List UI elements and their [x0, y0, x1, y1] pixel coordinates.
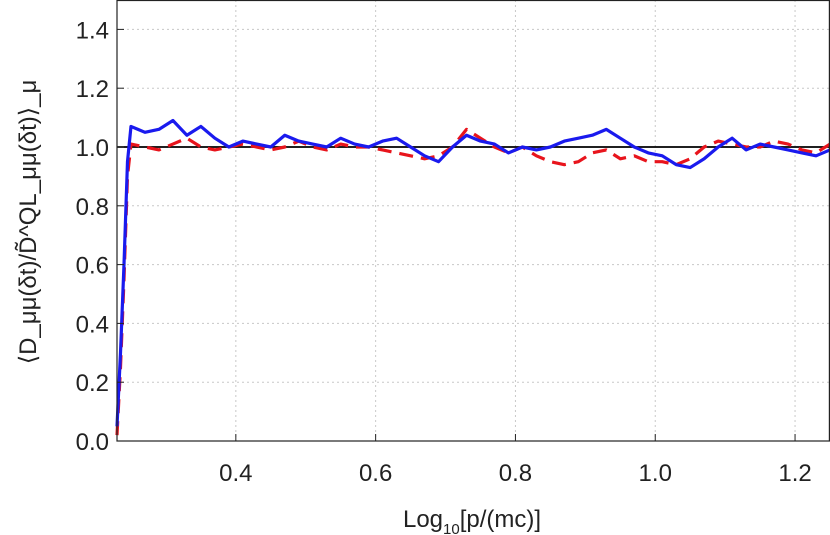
x-axis: 0.4 0.6 0.8 1.0 1.2	[219, 434, 812, 487]
x-axis-title-subscript: 10	[443, 521, 460, 535]
x-tick-label: 1.0	[639, 460, 672, 487]
y-axis-title: ⟨D_μμ(δt)/D̃^QL_μμ(δt)⟩_μ	[15, 80, 42, 365]
x-tick-label: 0.4	[219, 460, 252, 487]
y-tick-label: 1.4	[76, 17, 109, 44]
x-axis-title-main: Log	[403, 506, 443, 533]
x-tick-label: 1.2	[778, 460, 811, 487]
x-tick-label: 0.8	[499, 460, 532, 487]
plot-frame	[116, 0, 830, 442]
series-layer	[115, 118, 830, 436]
grid	[117, 0, 830, 442]
y-tick-label: 0.8	[76, 194, 109, 221]
y-tick-label: 0.4	[76, 311, 109, 338]
x-axis-title-rest: [p/(mc)]	[460, 506, 541, 533]
y-axis: 0.0 0.2 0.4 0.6 0.8 1.0 1.2 1.4	[76, 17, 124, 456]
y-tick-label: 1.0	[76, 135, 109, 162]
series-line-2-solid	[115, 118, 830, 427]
y-tick-label: 0.0	[76, 429, 109, 456]
y-tick-label: 1.2	[76, 76, 109, 103]
x-axis-title: Log10[p/(mc)]	[403, 506, 541, 535]
series-line-1-dashed	[115, 127, 830, 436]
y-tick-label: 0.2	[76, 370, 109, 397]
x-tick-label: 0.6	[359, 460, 392, 487]
y-tick-label: 0.6	[76, 253, 109, 280]
